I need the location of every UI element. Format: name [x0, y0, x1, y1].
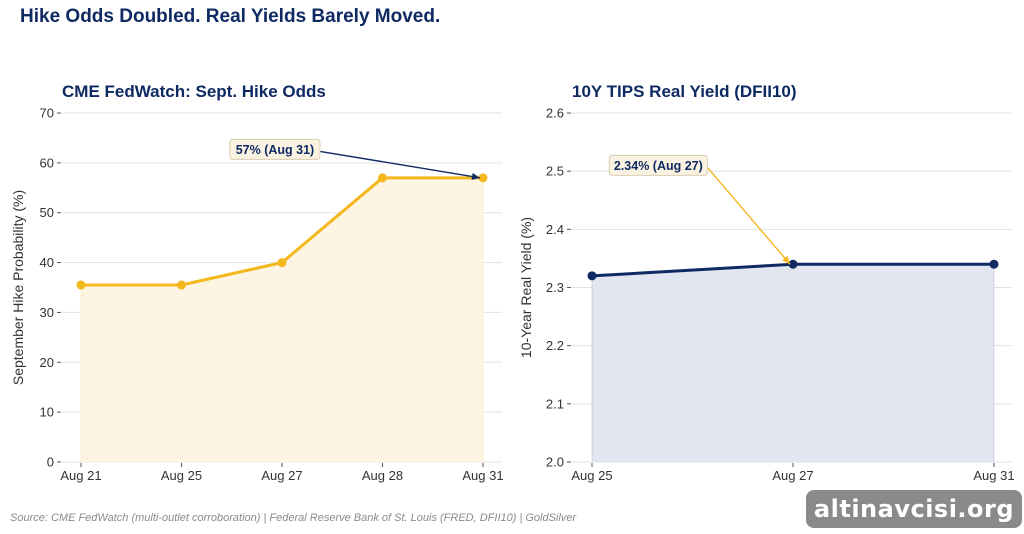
source-note: Source: CME FedWatch (multi-outlet corro… [10, 512, 577, 524]
x-tick-label: Aug 25 [571, 468, 612, 483]
y-tick-label: 2.0 [546, 455, 564, 470]
y-tick-label: 2.6 [546, 106, 564, 121]
x-tick-label: Aug 25 [161, 468, 202, 483]
annotation-arrowhead [782, 255, 790, 265]
y-tick-label: 20 [40, 355, 54, 370]
annotation-label: 2.34% (Aug 27) [614, 159, 703, 173]
y-tick-label: 50 [40, 205, 54, 220]
data-point [989, 259, 999, 269]
x-tick-label: Aug 31 [462, 468, 503, 483]
real-yield-chart: 10Y TIPS Real Yield (DFII10) 2.0 2.1 2.2 2.3… [518, 82, 1015, 483]
y-tick-label: 10 [40, 405, 54, 420]
annotation-arrowhead [471, 173, 480, 180]
panel-title: 10Y TIPS Real Yield (DFII10) [572, 82, 797, 101]
y-tick-label: 2.3 [546, 280, 564, 295]
hike-odds-chart: CME FedWatch: Sept. Hike Odds 0 10 20 30 40 50… [10, 82, 504, 483]
y-tick-label: 2.1 [546, 396, 564, 411]
area-fill [81, 177, 483, 463]
main-title: Hike Odds Doubled. Real Yields Barely Mo… [20, 6, 441, 27]
y-tick-label: 2.5 [546, 164, 564, 179]
x-tick-label: Aug 27 [261, 468, 302, 483]
data-point [378, 173, 387, 183]
data-point [788, 259, 798, 269]
y-axis-label: 10-Year Real Yield (%) [518, 217, 534, 358]
y-tick-label: 2.4 [546, 222, 564, 237]
y-tick-label: 0 [47, 455, 54, 470]
x-tick-label: Aug 21 [60, 468, 101, 483]
area-fill [592, 264, 994, 462]
x-tick-label: Aug 27 [772, 468, 813, 483]
annotation-arrow [319, 150, 481, 179]
y-tick-label: 2.2 [546, 338, 564, 353]
annotation-box [229, 138, 321, 160]
data-point [177, 280, 186, 290]
y-tick-label: 70 [40, 106, 54, 121]
data-point [478, 173, 488, 183]
y-axis-label: September Hike Probability (%) [10, 190, 26, 385]
y-tick-label: 40 [40, 255, 54, 270]
annotation-arrow [706, 166, 791, 265]
data-point [277, 258, 287, 268]
x-tick-label: Aug 28 [362, 468, 403, 483]
data-point [76, 280, 86, 290]
annotation-label: 57% (Aug 31) [236, 143, 315, 157]
watermark-logo: altinavcisi.org [806, 490, 1022, 528]
panel-title: CME FedWatch: Sept. Hike Odds [62, 82, 326, 101]
y-tick-label: 60 [40, 155, 54, 170]
data-point [587, 271, 597, 281]
annotation-box [608, 154, 708, 176]
x-tick-label: Aug 31 [973, 468, 1014, 483]
y-tick-label: 30 [40, 305, 54, 320]
